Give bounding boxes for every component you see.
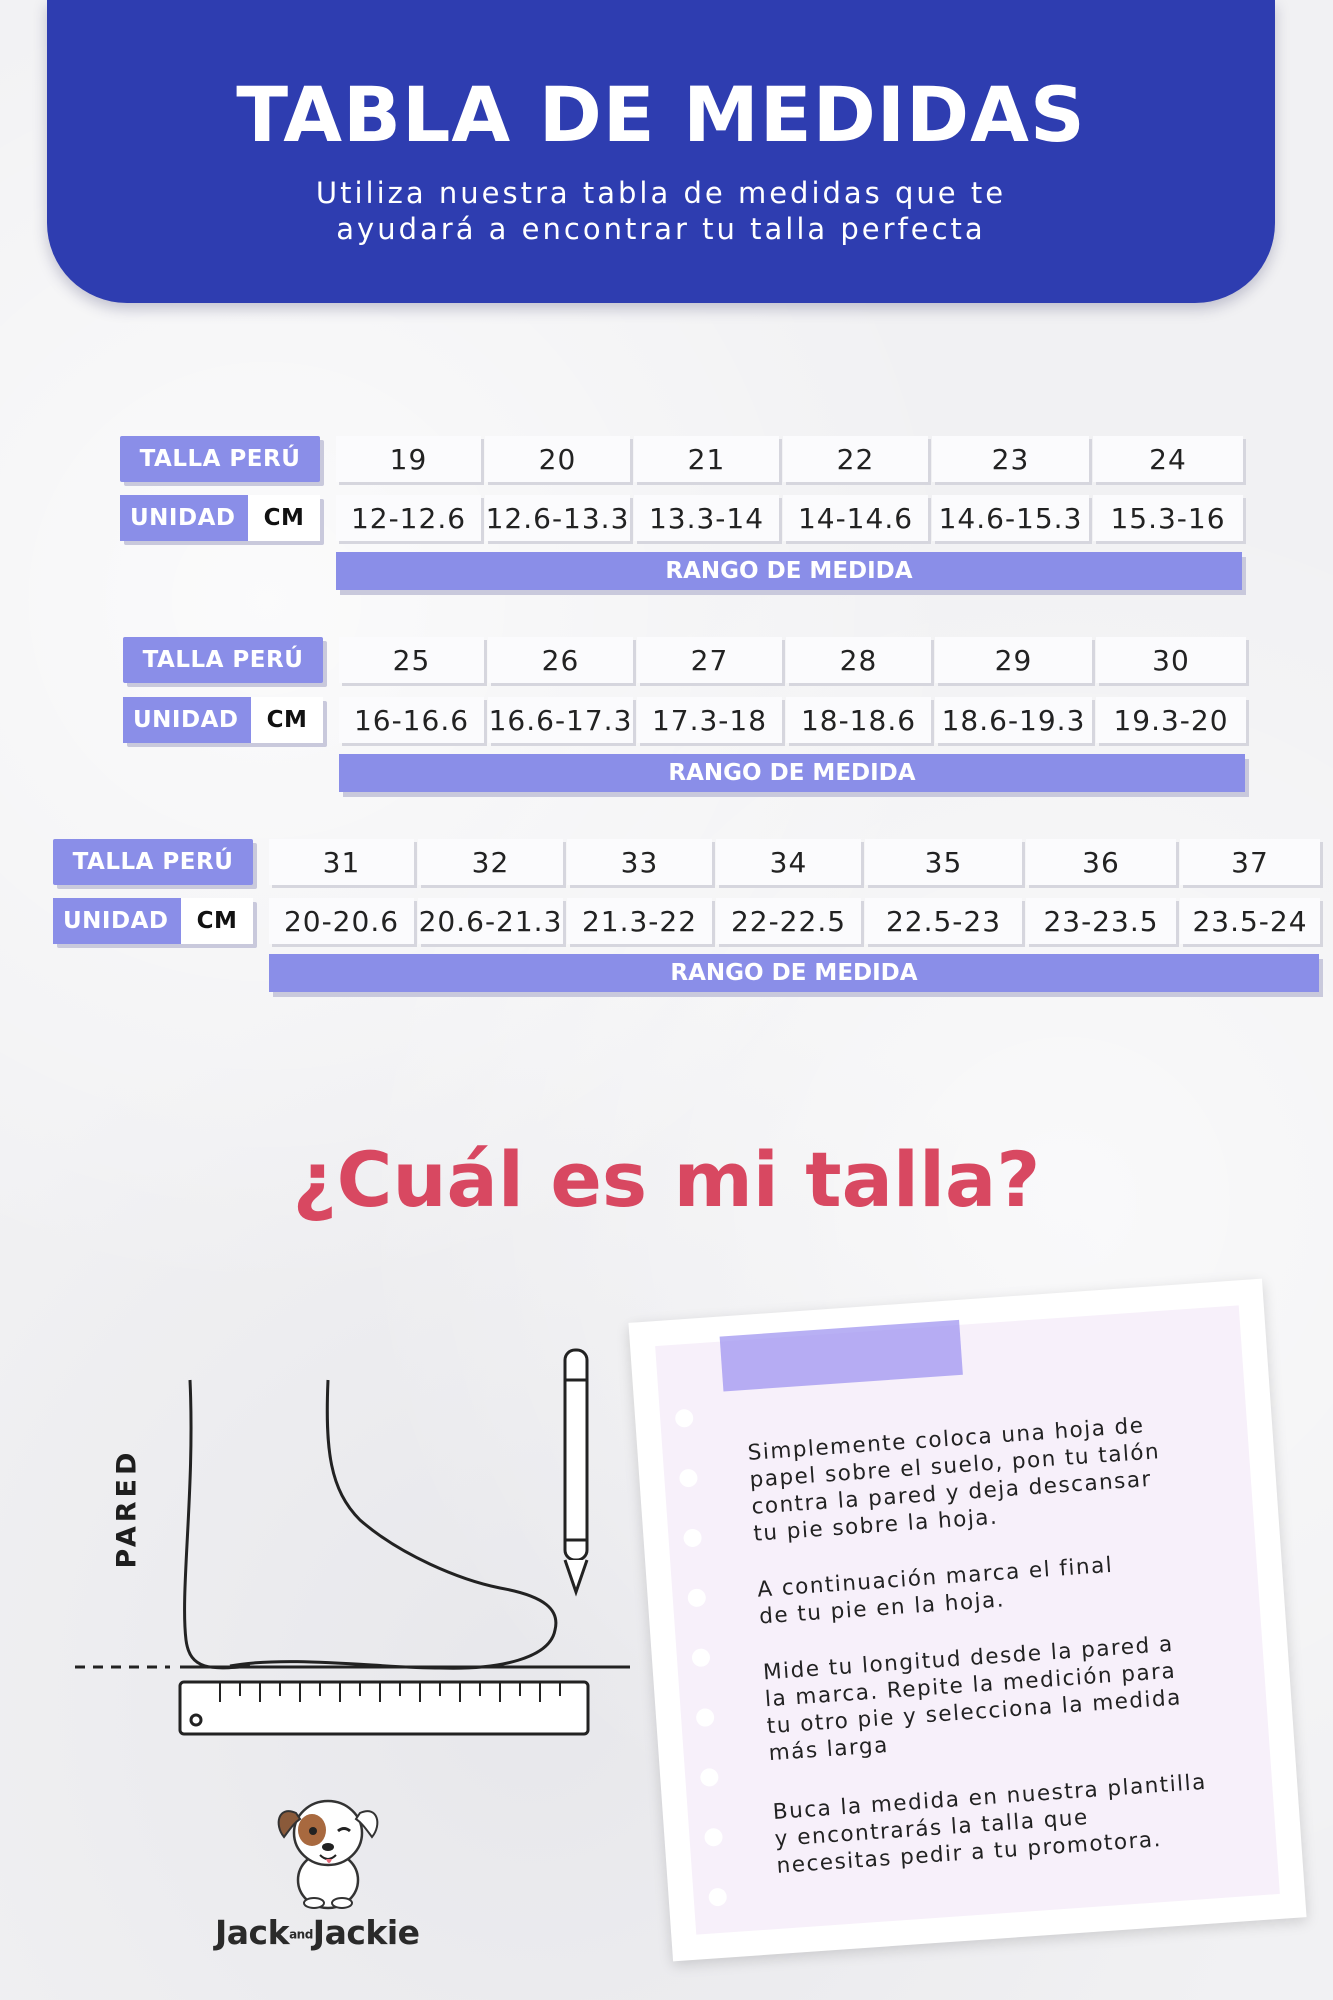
size-cell: 29 xyxy=(935,637,1092,683)
brand-and: and xyxy=(289,1927,313,1942)
page-title: TABLA DE MEDIDAS xyxy=(236,70,1086,159)
unit-label: UNIDAD CM xyxy=(120,495,320,541)
range-cell: 20-20.6 xyxy=(269,898,414,944)
range-cell: 23-23.5 xyxy=(1026,898,1176,944)
range-cell: 20.6-21.3 xyxy=(418,898,563,944)
header-banner: TABLA DE MEDIDAS Utiliza nuestra tabla d… xyxy=(47,0,1275,303)
size-cell: 19 xyxy=(336,436,481,482)
size-cell: 25 xyxy=(339,637,484,683)
range-cell: 18.6-19.3 xyxy=(935,697,1092,743)
unit-value: CM xyxy=(248,495,320,541)
subtitle-line-1: Utiliza nuestra tabla de medidas que te xyxy=(315,176,1007,210)
range-cell: 21.3-22 xyxy=(567,898,712,944)
instruction-note: Simplemente coloca una hoja de papel sob… xyxy=(628,1278,1307,1962)
brand-logo-text: JackandJackie xyxy=(215,1913,420,1952)
question-heading: ¿Cuál es mi talla? xyxy=(292,1135,1041,1224)
wall-label: PARED xyxy=(110,1445,146,1575)
range-cell: 14-14.6 xyxy=(783,495,928,541)
range-label: RANGO DE MEDIDA xyxy=(336,552,1242,590)
size-cell: 24 xyxy=(1093,436,1243,482)
size-label: TALLA PERÚ xyxy=(123,637,323,683)
pencil-icon xyxy=(563,1348,589,1597)
wall-line-icon xyxy=(183,1379,251,1670)
unit-label-text: UNIDAD xyxy=(53,898,179,944)
size-cell: 28 xyxy=(786,637,931,683)
size-label: TALLA PERÚ xyxy=(53,839,253,885)
unit-value: CM xyxy=(181,898,253,944)
size-cell: 30 xyxy=(1096,637,1246,683)
range-cell: 14.6-15.3 xyxy=(932,495,1089,541)
range-cell: 12-12.6 xyxy=(336,495,481,541)
range-cell: 12.6-13.3 xyxy=(485,495,630,541)
wall-label-text: PARED xyxy=(111,1448,143,1569)
size-cell: 36 xyxy=(1026,839,1176,885)
range-cell: 16-16.6 xyxy=(339,697,484,743)
range-cell: 18-18.6 xyxy=(786,697,931,743)
size-cell: 37 xyxy=(1180,839,1320,885)
foot-outline-icon xyxy=(229,1379,558,1670)
range-cell: 22-22.5 xyxy=(716,898,861,944)
page-subtitle: Utiliza nuestra tabla de medidas que te … xyxy=(47,175,1275,247)
size-cell: 35 xyxy=(865,839,1022,885)
range-cell: 17.3-18 xyxy=(637,697,782,743)
ruler-icon xyxy=(178,1680,590,1736)
unit-label: UNIDAD CM xyxy=(123,697,323,743)
range-cell: 15.3-16 xyxy=(1093,495,1243,541)
subtitle-line-2: ayudará a encontrar tu talla perfecta xyxy=(336,212,986,246)
size-cell: 27 xyxy=(637,637,782,683)
size-cell: 21 xyxy=(634,436,779,482)
unit-label-text: UNIDAD xyxy=(120,495,246,541)
range-cell: 16.6-17.3 xyxy=(488,697,633,743)
range-cell: 13.3-14 xyxy=(634,495,779,541)
size-label: TALLA PERÚ xyxy=(120,436,320,482)
size-cell: 20 xyxy=(485,436,630,482)
size-cell: 22 xyxy=(783,436,928,482)
size-cell: 23 xyxy=(932,436,1089,482)
range-cell: 22.5-23 xyxy=(865,898,1022,944)
foot-measurement-illustration xyxy=(75,1348,630,1736)
range-label: RANGO DE MEDIDA xyxy=(339,754,1245,792)
range-cell: 23.5-24 xyxy=(1180,898,1320,944)
size-cell: 32 xyxy=(418,839,563,885)
range-cell: 19.3-20 xyxy=(1096,697,1246,743)
brand-part-2: Jackie xyxy=(312,1913,420,1952)
size-cell: 31 xyxy=(269,839,414,885)
range-label: RANGO DE MEDIDA xyxy=(269,954,1319,992)
unit-value: CM xyxy=(251,697,323,743)
unit-label: UNIDAD CM xyxy=(53,898,253,944)
unit-label-text: UNIDAD xyxy=(123,697,249,743)
size-cell: 34 xyxy=(716,839,861,885)
size-cell: 33 xyxy=(567,839,712,885)
dog-mascot-logo xyxy=(277,1799,379,1910)
size-cell: 26 xyxy=(488,637,633,683)
brand-part-1: Jack xyxy=(215,1913,290,1952)
